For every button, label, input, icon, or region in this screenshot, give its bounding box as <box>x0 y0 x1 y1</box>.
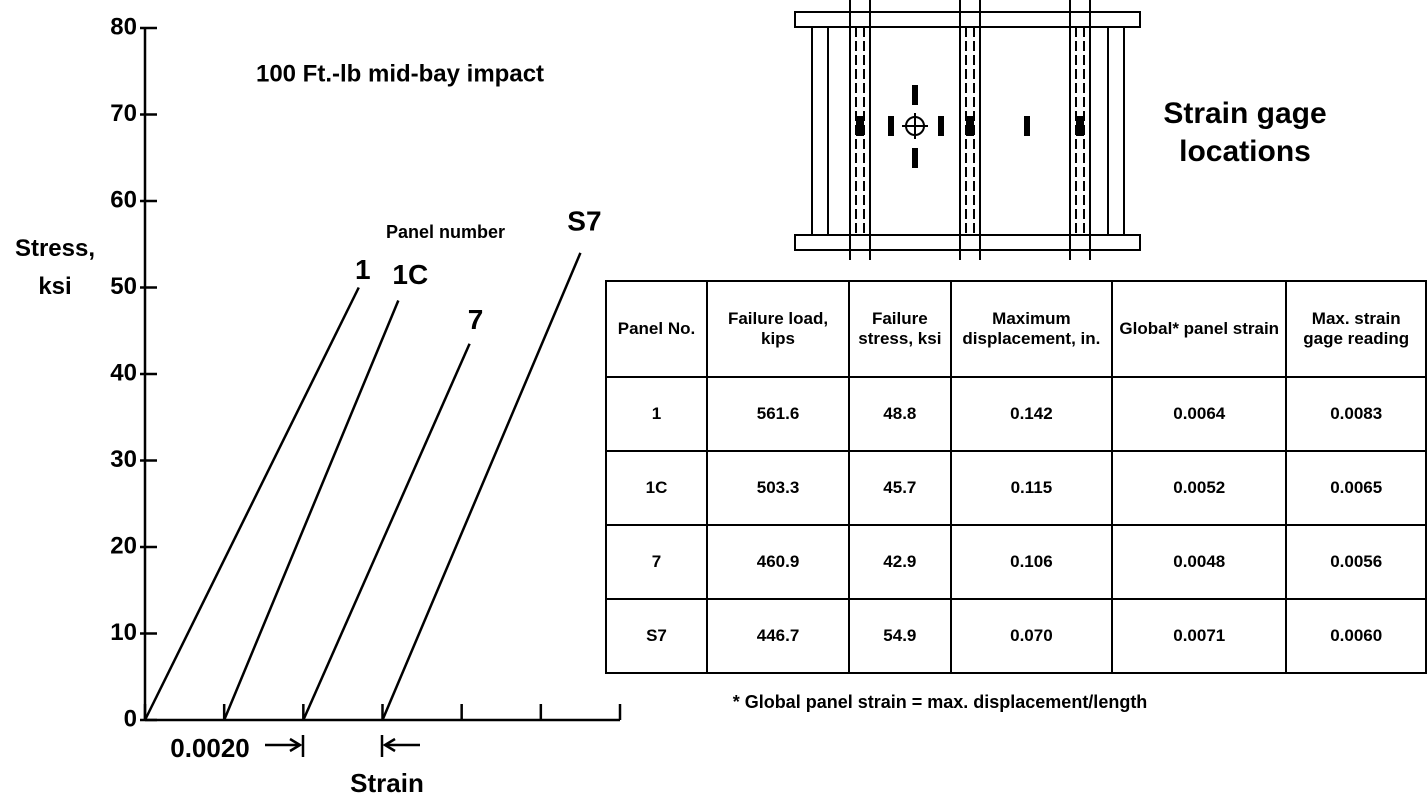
column-header: Panel No. <box>605 280 708 378</box>
footnote: * Global panel strain = max. displacemen… <box>732 692 1148 712</box>
spacing-arrows <box>265 735 420 757</box>
chart-title: 100 Ft.-lb mid-bay impact <box>256 60 544 87</box>
table-row: S7 446.7 54.9 0.070 0.0071 0.0060 <box>605 598 1427 674</box>
column-header: Max. strain gage reading <box>1285 280 1427 378</box>
table-cell: 0.0083 <box>1285 376 1427 452</box>
table-body: 1 561.6 48.8 0.142 0.0064 0.0083 1C 503.3 45.7 0.… <box>605 376 1427 674</box>
table-cell: 7 <box>605 524 708 600</box>
table-cell: 446.7 <box>705 598 851 674</box>
table-cell: 0.070 <box>949 598 1114 674</box>
table-cell: S7 <box>605 598 708 674</box>
y-axis-label: Stress, ksi <box>14 235 96 300</box>
diagram-caption: Strain gage locations <box>1163 97 1327 168</box>
stress-strain-line <box>223 299 400 721</box>
series-label: S7 <box>567 205 601 236</box>
stress-strain-line <box>381 252 582 721</box>
gage-diagram <box>794 0 1141 260</box>
y-tick-label: 80 <box>110 13 137 40</box>
table-cell: 0.142 <box>949 376 1114 452</box>
column-header: Failure stress, ksi <box>848 280 952 378</box>
table-cell: 0.0064 <box>1111 376 1288 452</box>
table-cell: 503.3 <box>705 450 851 526</box>
x-axis-label: Strain <box>350 768 424 798</box>
table-row: 1C 503.3 45.7 0.115 0.0052 0.0065 <box>605 450 1427 526</box>
spacing-label: 0.0020 <box>170 733 250 763</box>
table-row: 7 460.9 42.9 0.106 0.0048 0.0056 <box>605 524 1427 600</box>
gage-marks <box>856 85 1084 168</box>
column-header: Global* panel strain <box>1111 280 1288 378</box>
table-cell: 460.9 <box>705 524 851 600</box>
table-cell: 42.9 <box>848 524 952 600</box>
y-tick-label: 60 <box>110 186 137 213</box>
series-label: 1 <box>355 254 371 285</box>
column-header: Failure load, kips <box>705 280 851 378</box>
y-tick-label: 0 <box>124 705 137 732</box>
y-tick-label: 50 <box>110 273 137 300</box>
series-label: 1C <box>392 259 428 290</box>
table-cell: 54.9 <box>848 598 952 674</box>
annotation: Panel number <box>386 222 505 242</box>
y-tick-label: 70 <box>110 100 137 127</box>
table-cell: 48.8 <box>848 376 952 452</box>
table-cell: 0.115 <box>949 450 1114 526</box>
y-tick-label: 10 <box>110 619 137 646</box>
table-cell: 0.0065 <box>1285 450 1427 526</box>
column-header: Maximum displacement, in. <box>949 280 1114 378</box>
header-row: Panel No. Failure load, kips Failure stres… <box>605 280 1427 378</box>
table-cell: 0.0048 <box>1111 524 1288 600</box>
y-tick-label: 30 <box>110 446 137 473</box>
stress-strain-line <box>143 286 360 721</box>
table-cell: 1C <box>605 450 708 526</box>
table-cell: 45.7 <box>848 450 952 526</box>
table-cell: 0.0056 <box>1285 524 1427 600</box>
table-cell: 561.6 <box>705 376 851 452</box>
results-table: Panel No. Failure load, kips Failure stres… <box>605 280 1427 674</box>
series-label: 7 <box>468 304 484 335</box>
table-cell: 0.0071 <box>1111 598 1288 674</box>
stress-strain-line <box>302 343 471 721</box>
table-row: 1 561.6 48.8 0.142 0.0064 0.0083 <box>605 376 1427 452</box>
y-tick-label: 20 <box>110 532 137 559</box>
table-cell: 0.0060 <box>1285 598 1427 674</box>
table-cell: 0.0052 <box>1111 450 1288 526</box>
table-cell: 0.106 <box>949 524 1114 600</box>
y-tick-label: 40 <box>110 359 137 386</box>
table-cell: 1 <box>605 376 708 452</box>
